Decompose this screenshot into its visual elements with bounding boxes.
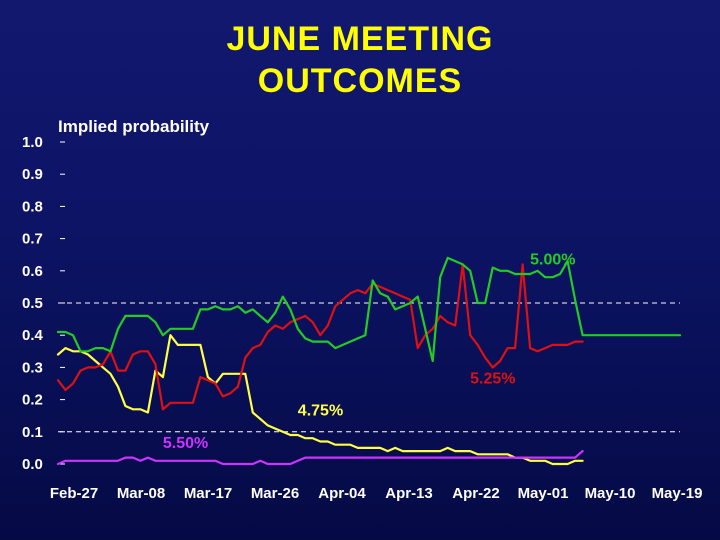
y-tick-label-0-0: 0.0 [22,456,43,473]
x-tick-label-may-01: May-01 [518,485,569,502]
y-tick-label-1-0: 1.0 [22,134,43,151]
annotation-4-75: 4.75% [298,403,343,420]
x-tick-label-may-19: May-19 [652,485,703,502]
reference-lines [58,302,680,433]
y-tick-label-0-1: 0.1 [22,424,43,441]
series-line-5-50 [56,450,584,466]
annotation-5-25: 5.25% [470,371,515,388]
x-tick-label-apr-22: Apr-22 [452,485,500,502]
series-lines [56,256,682,466]
annotation-5-00: 5.00% [530,251,575,268]
x-tick-label-may-10: May-10 [585,485,636,502]
x-tick-label-feb-27: Feb-27 [50,485,98,502]
chart-title-line-2: OUTCOMES [257,62,463,100]
y-tick-label-0-6: 0.6 [22,263,43,280]
y-tick-label-0-4: 0.4 [22,327,44,344]
x-tick-label-mar-08: Mar-08 [117,485,165,502]
x-tick-label-apr-13: Apr-13 [385,485,433,502]
series-line-5-25 [56,263,584,411]
y-tick-label-0-3: 0.3 [22,359,43,376]
x-tick-label-mar-26: Mar-26 [251,485,299,502]
y-tick-label-0-5: 0.5 [22,295,43,312]
y-tick-label-0-9: 0.9 [22,166,43,183]
y-axis-label: Implied probability [58,117,210,136]
x-axis-ticks: Feb-27 Mar-08 Mar-17 Mar-26 Apr-04 Apr-13 Apr-… [50,485,703,502]
x-tick-label-apr-04: Apr-04 [318,485,366,502]
x-tick-label-mar-17: Mar-17 [184,485,232,502]
series-line-5-00 [56,256,682,363]
annotation-5-50: 5.50% [163,435,208,452]
chart-title-line-1: JUNE MEETING [226,20,494,58]
series-annotations: 5.00% 5.25% 4.75% 5.50% [163,251,576,452]
y-tick-label-0-7: 0.7 [22,231,43,248]
y-tick-label-0-8: 0.8 [22,198,43,215]
series-line-4-75 [56,334,584,466]
y-axis-ticks: 0.0 0.1 0.2 0.3 0.4 0.5 0.6 0.7 0.8 0.9 1.0 [22,134,65,473]
y-tick-label-0-2: 0.2 [22,392,43,409]
